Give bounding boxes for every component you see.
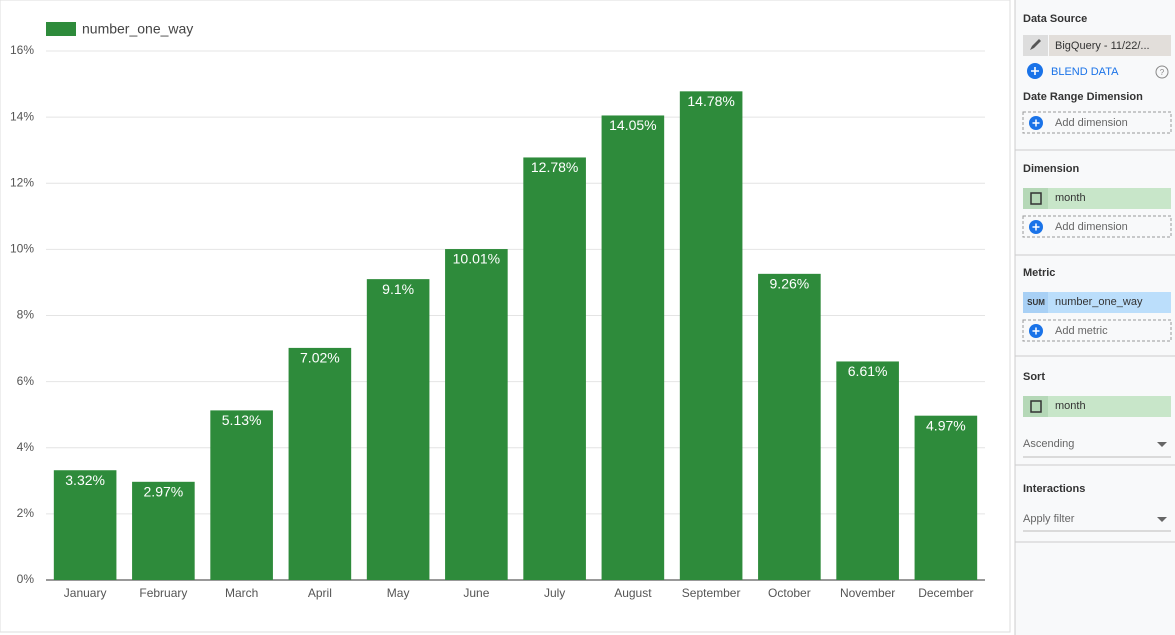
section-label: Data Source xyxy=(1023,13,1087,25)
y-tick-label: 0% xyxy=(17,572,35,586)
y-tick-label: 12% xyxy=(10,175,34,189)
legend-swatch xyxy=(46,22,76,36)
x-tick-label: July xyxy=(544,586,565,600)
add-label: Add dimension xyxy=(1055,221,1128,233)
sort-field: month xyxy=(1055,400,1086,412)
bar xyxy=(601,115,665,581)
x-tick-label: August xyxy=(614,586,652,600)
add-dimension[interactable] xyxy=(1022,215,1172,238)
bar xyxy=(523,157,586,580)
y-tick-label: 6% xyxy=(17,374,35,388)
plus xyxy=(1032,119,1040,127)
x-tick-label: December xyxy=(918,586,973,600)
y-tick-label: 10% xyxy=(10,242,34,256)
data-label: 5.13% xyxy=(222,412,262,428)
y-tick-label: 2% xyxy=(17,506,35,520)
y-tick-label: 4% xyxy=(17,440,35,454)
x-tick-label: April xyxy=(308,586,332,600)
bar xyxy=(288,347,352,580)
data-label: 12.78% xyxy=(531,159,578,175)
bar xyxy=(914,415,978,580)
x-tick-label: May xyxy=(387,586,410,600)
plus xyxy=(1032,327,1040,335)
dimension-chip[interactable] xyxy=(1023,188,1171,209)
data-label: 14.05% xyxy=(609,117,656,133)
help-icon[interactable] xyxy=(1155,65,1169,79)
data-label: 10.01% xyxy=(453,251,500,267)
section-label: Dimension xyxy=(1023,163,1080,175)
plus xyxy=(1031,67,1039,75)
calendar-icon xyxy=(1030,400,1042,413)
x-tick-label: November xyxy=(840,586,895,600)
data-label: 9.26% xyxy=(770,276,810,292)
x-tick-label: October xyxy=(768,586,811,600)
bar xyxy=(132,481,195,580)
aggregation: SUM xyxy=(1027,298,1045,307)
x-tick-label: January xyxy=(64,586,107,600)
x-tick-label: February xyxy=(139,586,187,600)
help-mark: ? xyxy=(1160,68,1165,77)
properties-panel xyxy=(1015,0,1175,635)
dropdown-arrow xyxy=(1157,517,1167,522)
dropdown-arrow xyxy=(1157,442,1167,447)
data-source-name: BigQuery - 11/22/... xyxy=(1055,40,1150,52)
pencil-icon xyxy=(1030,39,1041,50)
data-source-chip[interactable] xyxy=(1049,35,1171,56)
blend-data-button[interactable]: BLEND DATA xyxy=(1051,66,1119,78)
plus xyxy=(1032,223,1040,231)
x-tick-label: March xyxy=(225,586,258,600)
filter-dropdown[interactable]: Apply filter xyxy=(1023,513,1075,525)
bar xyxy=(210,410,273,580)
x-tick-label: September xyxy=(682,586,741,600)
aggregation-box[interactable] xyxy=(1023,292,1048,313)
section-label: Interactions xyxy=(1023,483,1085,495)
bar xyxy=(758,273,821,580)
section-label: Metric xyxy=(1023,267,1055,279)
calendar-icon xyxy=(1030,192,1042,205)
data-label: 14.78% xyxy=(687,93,734,109)
data-label: 4.97% xyxy=(926,417,966,433)
data-label: 9.1% xyxy=(382,281,414,297)
add-dimension[interactable] xyxy=(1022,111,1172,134)
metric-chip[interactable] xyxy=(1023,292,1171,313)
section-label: Date Range Dimension xyxy=(1023,91,1143,103)
sort-chip[interactable] xyxy=(1023,396,1171,417)
x-tick-label: June xyxy=(463,586,489,600)
data-label: 7.02% xyxy=(300,350,340,366)
data-label: 6.61% xyxy=(848,363,888,379)
bar xyxy=(836,361,899,580)
bar xyxy=(366,279,430,580)
add-label: Add metric xyxy=(1055,325,1108,337)
type-icon-box xyxy=(1023,396,1048,417)
y-tick-label: 8% xyxy=(17,308,35,322)
type-icon-box xyxy=(1023,188,1048,209)
metric-field: number_one_way xyxy=(1055,296,1143,308)
add-label: Add dimension xyxy=(1055,117,1128,129)
bar xyxy=(679,91,743,581)
y-tick-label: 16% xyxy=(10,43,34,57)
data-label: 3.32% xyxy=(65,472,105,488)
legend-label: number_one_way xyxy=(82,21,193,37)
dimension-field: month xyxy=(1055,192,1086,204)
section-label: Sort xyxy=(1023,371,1045,383)
add-metric[interactable] xyxy=(1022,319,1172,342)
sort-order-dropdown[interactable]: Ascending xyxy=(1023,438,1074,450)
data-label: 2.97% xyxy=(144,484,184,500)
bar xyxy=(445,249,508,580)
bar xyxy=(53,470,117,580)
y-tick-label: 14% xyxy=(10,109,34,123)
